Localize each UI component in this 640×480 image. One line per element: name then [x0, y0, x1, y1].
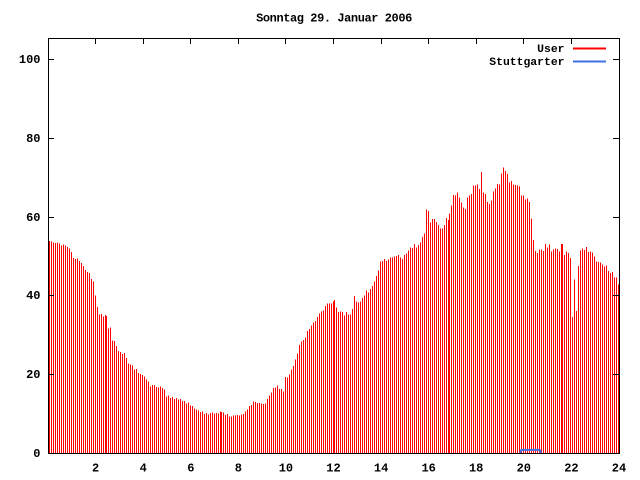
svg-text:20: 20: [26, 368, 40, 382]
svg-text:8: 8: [235, 461, 242, 475]
svg-text:40: 40: [26, 289, 40, 303]
svg-text:22: 22: [564, 461, 578, 475]
svg-text:14: 14: [374, 461, 388, 475]
svg-text:6: 6: [187, 461, 194, 475]
svg-text:Sonntag 29. Januar 2006: Sonntag 29. Januar 2006: [256, 11, 412, 25]
svg-text:16: 16: [421, 461, 435, 475]
svg-text:24: 24: [612, 461, 626, 475]
svg-text:Stuttgarter: Stuttgarter: [489, 57, 564, 69]
svg-text:2: 2: [92, 461, 99, 475]
svg-text:60: 60: [26, 211, 40, 225]
svg-text:18: 18: [469, 461, 483, 475]
svg-text:20: 20: [517, 461, 531, 475]
svg-text:12: 12: [326, 461, 340, 475]
svg-text:0: 0: [33, 447, 40, 461]
svg-text:4: 4: [140, 461, 147, 475]
svg-text:100: 100: [19, 53, 41, 67]
svg-text:80: 80: [26, 132, 40, 146]
svg-text:User: User: [537, 44, 565, 56]
svg-text:10: 10: [279, 461, 293, 475]
